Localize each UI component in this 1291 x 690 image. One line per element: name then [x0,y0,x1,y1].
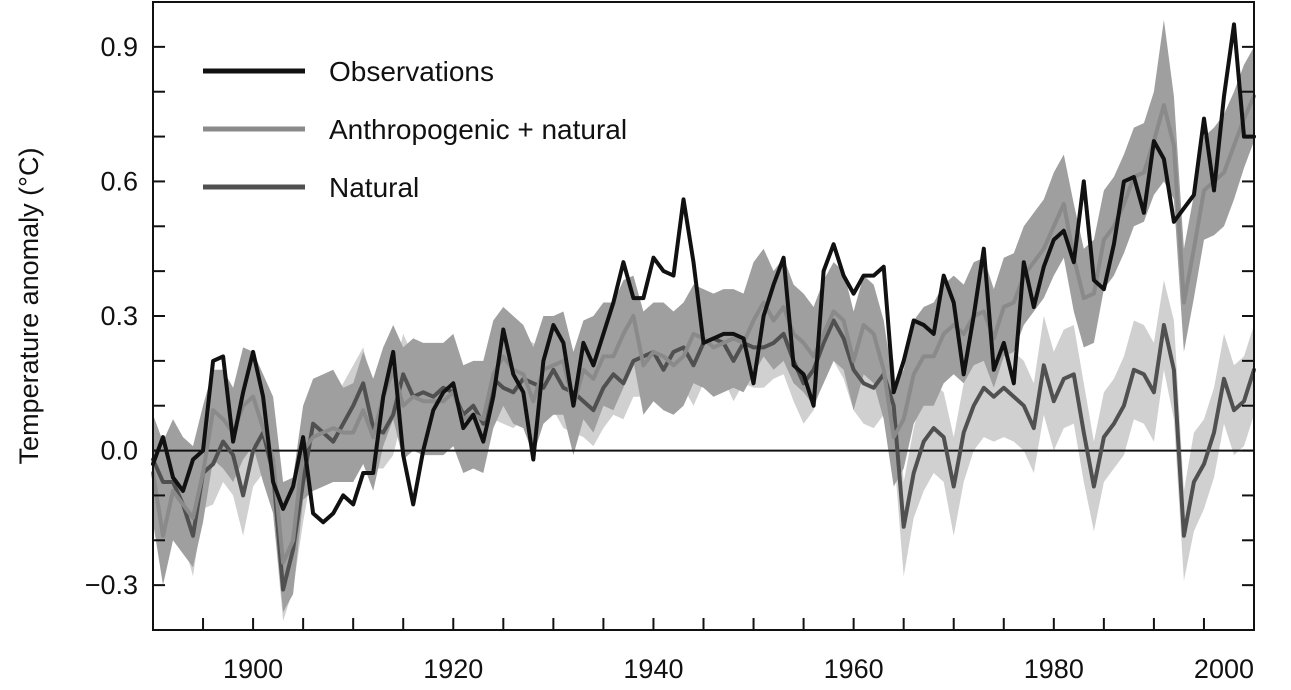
uncertainty-bands [153,19,1254,621]
band-anthropogenic-natural [153,19,1254,613]
y-tick-label: 0.3 [100,301,138,331]
y-tick-label: −0.3 [85,570,138,600]
axis-ticks [152,1,1255,631]
series-lines [151,22,1256,592]
legend-label: Observations [329,56,494,87]
series-line-observations [151,22,1256,525]
x-tick-label: 1980 [1024,654,1084,684]
x-tick-label: 1940 [623,654,683,684]
x-tick-label: 1920 [423,654,483,684]
axis-tick-labels: 1900 1920 1940 1960 1980 2000 −0.3 0.0 0.3 0.6 0.9 [85,32,1254,684]
x-tick-label: 1960 [824,654,884,684]
legend-label: Anthropogenic + natural [329,114,627,145]
x-tick-label: 1900 [223,654,283,684]
legend: Observations Anthropogenic + natural Natur… [203,56,627,203]
y-tick-label: 0.9 [100,32,138,62]
y-tick-label: 0.6 [100,166,138,196]
x-tick-label: 2000 [1194,654,1254,684]
y-tick-label: 0.0 [100,436,138,466]
y-axis-label: Temperature anomaly (°C) [14,148,44,465]
legend-label: Natural [329,172,419,203]
